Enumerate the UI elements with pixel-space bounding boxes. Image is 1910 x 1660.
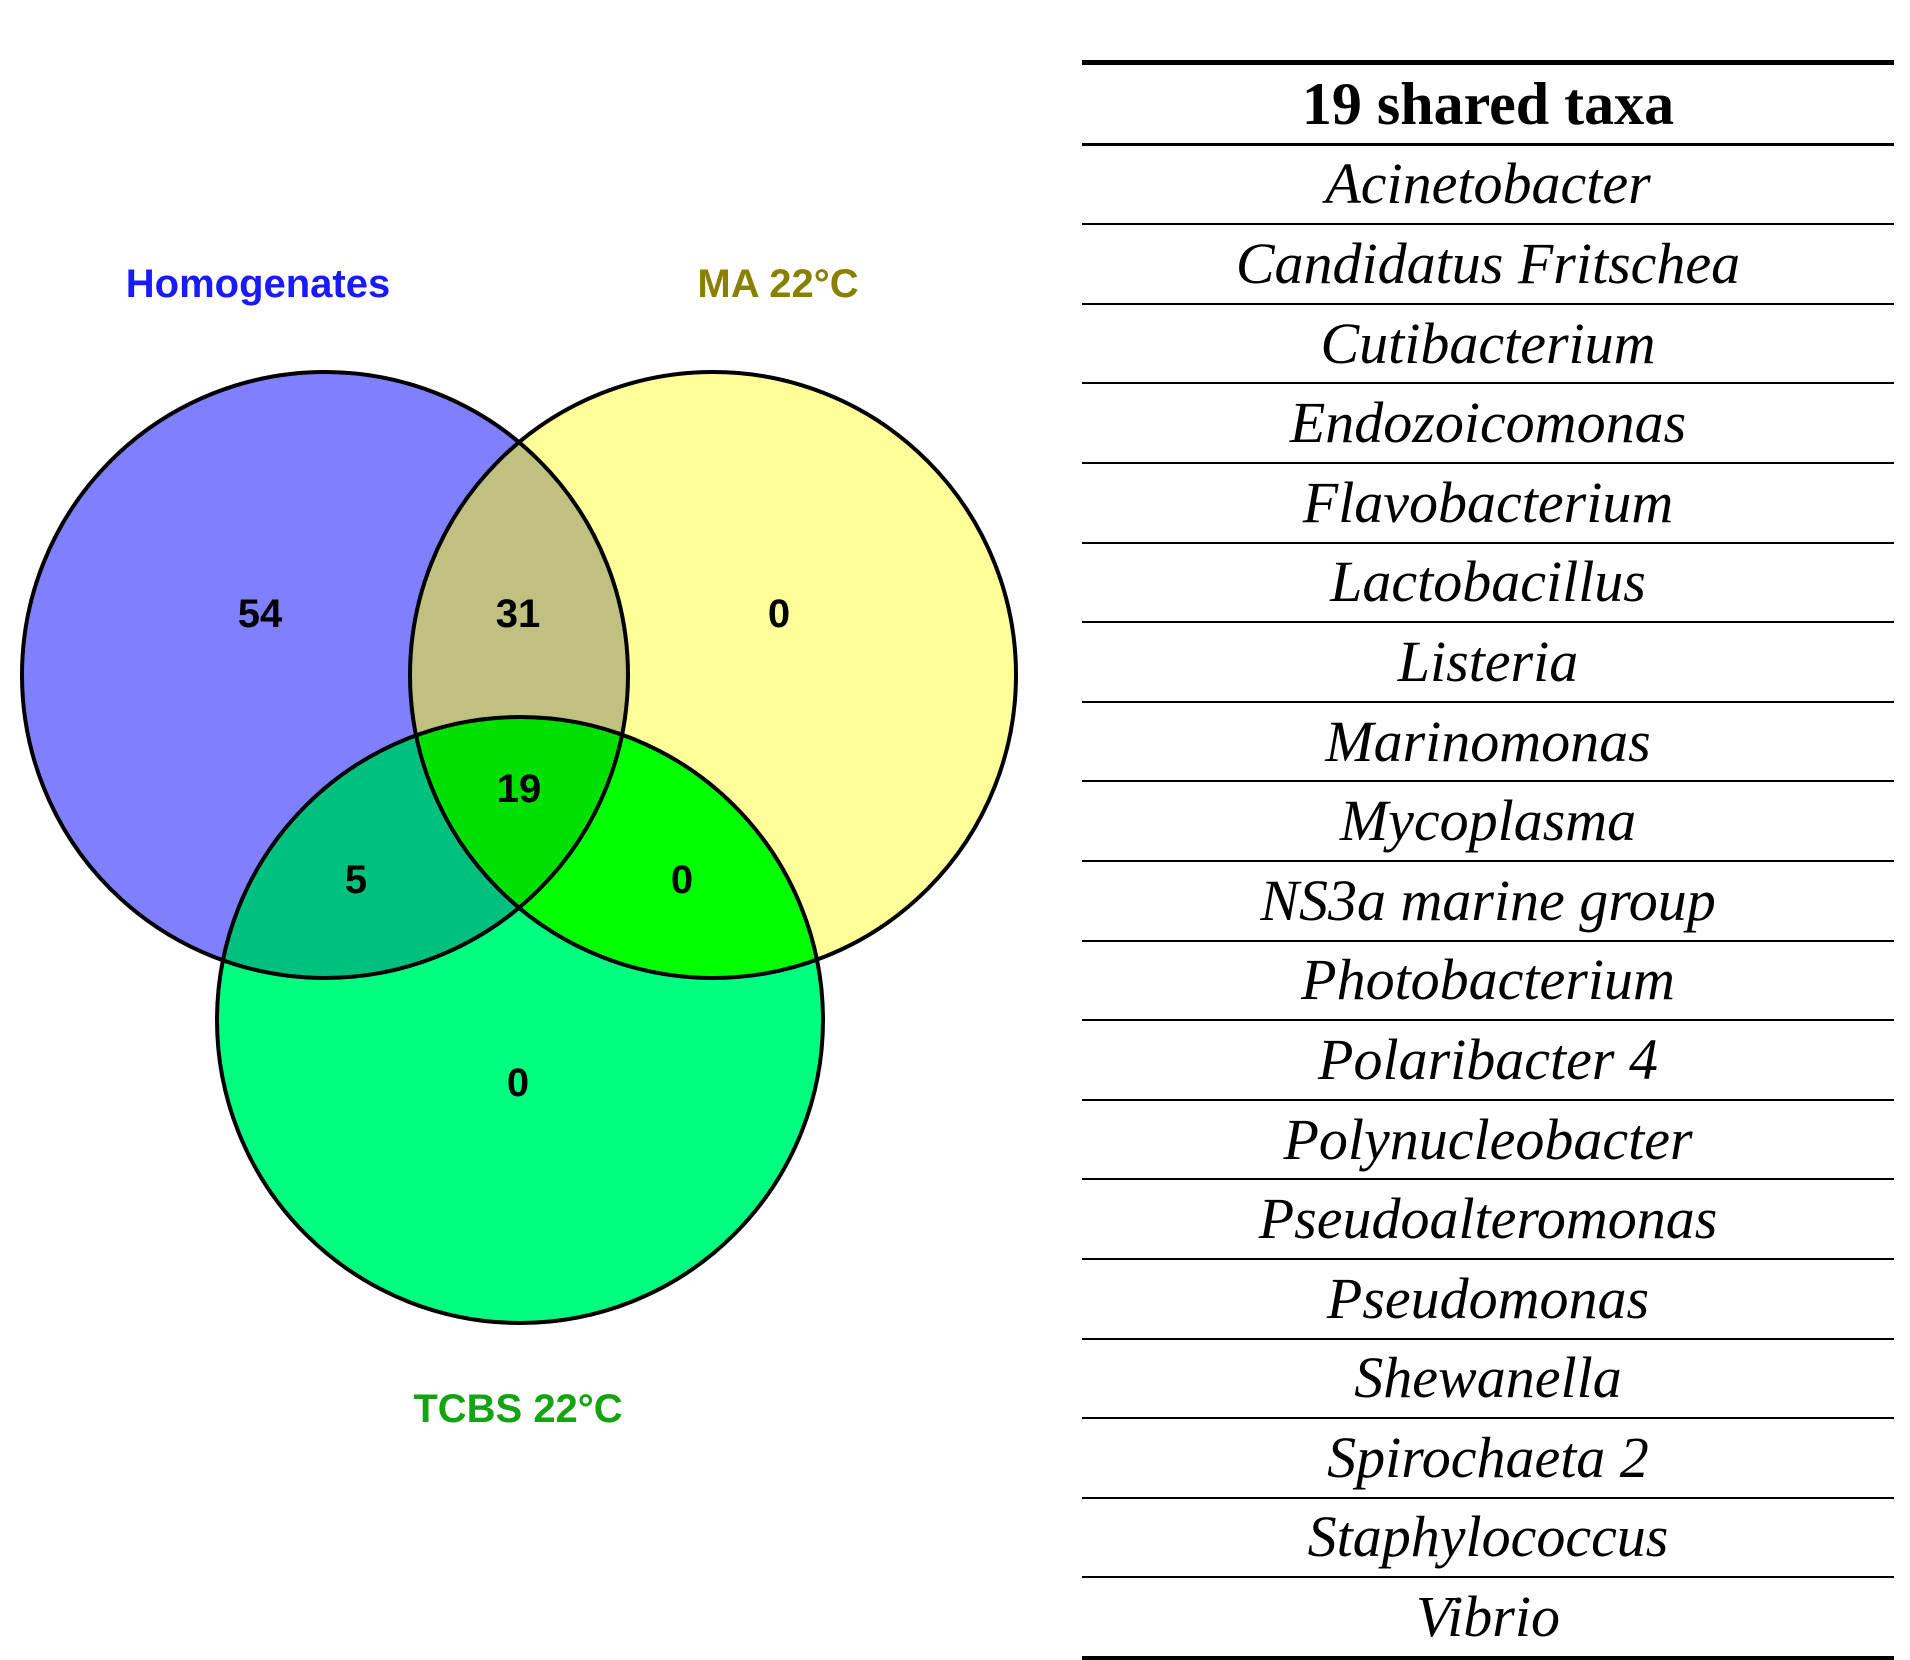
taxon-name: Pseudoalteromonas: [1082, 1179, 1894, 1260]
count-ma-only: 0: [768, 592, 790, 636]
table-row: Marinomonas: [1082, 701, 1894, 783]
table-row: Acinetobacter: [1082, 144, 1894, 226]
table-row: Flavobacterium: [1082, 462, 1894, 544]
taxon-name: Lactobacillus: [1082, 542, 1894, 624]
set-tcbs-outline: [215, 715, 825, 1325]
taxon-name: Mycoplasma: [1082, 781, 1894, 862]
overlap-ma-tcbs: [410, 717, 823, 978]
table-row: Mycoplasma: [1082, 781, 1894, 862]
table-row: Shewanella: [1082, 1338, 1894, 1420]
taxon-name: Pseudomonas: [1082, 1258, 1894, 1340]
count-ma-tcbs: 0: [671, 858, 693, 902]
venn-diagram: Homogenates MA 22°C TCBS 22°C 54 31 0 19…: [20, 262, 1018, 1431]
table-row: Listeria: [1082, 622, 1894, 703]
table-row: Candidatus Fritschea: [1082, 224, 1894, 305]
set-ma-outline: [408, 370, 1018, 980]
taxon-name: Cutibacterium: [1082, 303, 1894, 385]
shared-taxa-table: 19 shared taxa Acinetobacter Candidatus F…: [1082, 60, 1894, 1660]
taxon-name: Polaribacter 4: [1082, 1020, 1894, 1101]
table-row: Polaribacter 4: [1082, 1020, 1894, 1101]
taxon-name: Shewanella: [1082, 1338, 1894, 1420]
table-header-row: 19 shared taxa: [1082, 60, 1894, 146]
label-homogenates: Homogenates: [126, 262, 391, 306]
table-row: Cutibacterium: [1082, 303, 1894, 385]
count-all-three: 19: [497, 767, 542, 811]
table-row: Staphylococcus: [1082, 1497, 1894, 1579]
set-homogenates-outline: [20, 370, 630, 980]
table-row: NS3a marine group: [1082, 860, 1894, 942]
table-row: Pseudoalteromonas: [1082, 1179, 1894, 1260]
taxon-name: Marinomonas: [1082, 701, 1894, 783]
taxon-name: Vibrio: [1082, 1577, 1894, 1660]
table-header: 19 shared taxa: [1082, 60, 1894, 146]
taxon-name: Flavobacterium: [1082, 462, 1894, 544]
overlap-homogenates-tcbs: [217, 717, 628, 978]
table-row: Lactobacillus: [1082, 542, 1894, 624]
table-row: Endozoicomonas: [1082, 383, 1894, 464]
count-homogenates-ma: 31: [496, 592, 541, 636]
taxon-name: Endozoicomonas: [1082, 383, 1894, 464]
count-homogenates-tcbs: 5: [345, 858, 367, 902]
label-tcbs: TCBS 22°C: [413, 1387, 622, 1431]
taxon-name: Photobacterium: [1082, 940, 1894, 1022]
taxon-name: Polynucleobacter: [1082, 1099, 1894, 1181]
table-row: Photobacterium: [1082, 940, 1894, 1022]
table-row: Vibrio: [1082, 1577, 1894, 1660]
taxon-name: Candidatus Fritschea: [1082, 224, 1894, 305]
table-row: Spirochaeta 2: [1082, 1418, 1894, 1499]
count-tcbs-only: 0: [507, 1061, 529, 1105]
table-row: Polynucleobacter: [1082, 1099, 1894, 1181]
label-ma: MA 22°C: [697, 262, 858, 306]
taxon-name: Spirochaeta 2: [1082, 1418, 1894, 1499]
taxon-name: Listeria: [1082, 622, 1894, 703]
taxon-name: Staphylococcus: [1082, 1497, 1894, 1579]
taxon-name: NS3a marine group: [1082, 860, 1894, 942]
count-homogenates-only: 54: [238, 592, 283, 636]
table-row: Pseudomonas: [1082, 1258, 1894, 1340]
taxon-name: Acinetobacter: [1082, 144, 1894, 226]
